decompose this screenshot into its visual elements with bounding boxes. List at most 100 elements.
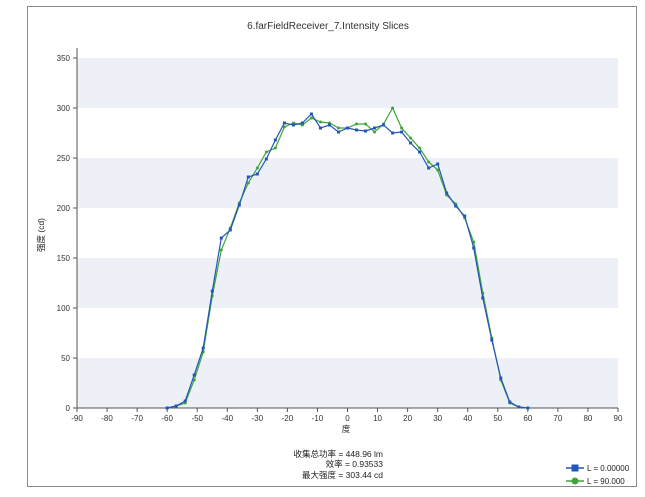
data-point	[418, 146, 422, 150]
x-tick-label: -50	[191, 414, 203, 423]
data-point	[409, 136, 413, 140]
data-point	[309, 116, 313, 120]
data-point	[336, 126, 340, 130]
series-l-0	[165, 112, 530, 410]
data-point	[183, 399, 187, 403]
x-tick-label: 30	[433, 414, 442, 423]
data-point	[291, 123, 295, 127]
data-point	[174, 404, 178, 408]
data-point	[273, 138, 277, 142]
data-point	[454, 204, 458, 208]
data-point	[355, 122, 359, 126]
data-point	[472, 240, 476, 244]
data-point	[373, 130, 377, 134]
legend-marker	[571, 477, 579, 485]
data-point	[508, 400, 512, 404]
data-point	[264, 150, 268, 154]
data-point	[517, 405, 521, 409]
stat-total-power: 收集总功率 = 448.96 lm	[293, 449, 383, 459]
data-point	[526, 406, 530, 410]
data-point	[219, 236, 223, 240]
y-tick-label: 0	[66, 404, 71, 413]
data-point	[373, 126, 377, 130]
grid-band	[77, 58, 618, 108]
data-point	[318, 120, 322, 124]
x-tick-label: -20	[282, 414, 294, 423]
grid-band	[77, 208, 618, 258]
legend: L = 0.00000 L = 90.000	[566, 464, 630, 486]
x-tick-label: 10	[373, 414, 382, 423]
grid-bands	[77, 48, 618, 408]
y-axis-label: 强度 (cd)	[36, 218, 46, 252]
data-point	[445, 191, 449, 195]
data-point	[210, 289, 214, 293]
data-point	[427, 160, 431, 164]
data-point	[382, 123, 386, 127]
y-tick-label: 300	[57, 104, 71, 113]
data-point	[228, 228, 232, 232]
data-point	[300, 121, 304, 125]
grid-band	[77, 158, 618, 208]
data-point	[391, 106, 395, 110]
data-point	[436, 162, 440, 166]
stat-max-intensity: 最大强度 = 303.44 cd	[302, 470, 383, 480]
x-tick-label: 80	[583, 414, 592, 423]
data-point	[346, 126, 349, 130]
data-point	[355, 128, 359, 132]
x-tick-label: -60	[161, 414, 173, 423]
data-point	[436, 168, 440, 172]
grid-band	[77, 108, 618, 158]
data-point	[391, 131, 395, 135]
x-tick-label: -10	[312, 414, 324, 423]
y-tick-label: 100	[57, 304, 71, 313]
series-group	[165, 106, 530, 410]
legend-marker	[571, 464, 579, 472]
stats-block: 收集总功率 = 448.96 lm 效率 = 0.93533 最大强度 = 30…	[293, 449, 383, 480]
data-point	[463, 214, 467, 218]
data-point	[481, 296, 485, 300]
x-tick-label: -30	[252, 414, 264, 423]
data-point	[364, 122, 368, 126]
x-axis-label: 度	[342, 424, 351, 434]
y-axis-ticks: 0 50 100 150 200 250 300 350	[57, 54, 77, 413]
x-tick-label: -90	[71, 414, 83, 423]
chart-frame: 0 50 100 150 200 250 300 350 -90 -80 -70 -60 -50 -40…	[27, 6, 637, 487]
data-point	[192, 378, 196, 382]
data-point	[336, 130, 340, 134]
data-point	[273, 146, 277, 150]
data-point	[165, 406, 169, 410]
x-tick-label: 40	[463, 414, 472, 423]
data-point	[472, 246, 476, 250]
data-point	[309, 112, 313, 116]
x-tick-label: 20	[403, 414, 412, 423]
y-tick-label: 250	[57, 154, 71, 163]
data-point	[427, 166, 431, 170]
x-tick-label: 0	[345, 414, 350, 423]
data-point	[237, 203, 241, 207]
grid-band	[77, 358, 618, 408]
data-point	[219, 248, 223, 252]
legend-label: L = 0.00000	[587, 464, 630, 473]
y-tick-label: 200	[57, 204, 71, 213]
data-point	[364, 129, 368, 133]
data-point	[255, 172, 259, 176]
x-axis-ticks: -90 -80 -70 -60 -50 -40 -30 -20 -10 0 10 20 30 40 50 60…	[71, 408, 623, 423]
data-point	[409, 141, 413, 145]
data-point	[201, 346, 205, 350]
data-point	[282, 121, 286, 125]
data-point	[400, 130, 404, 134]
x-tick-label: -70	[131, 414, 143, 423]
grid-band	[77, 48, 618, 58]
data-point	[418, 150, 422, 154]
grid-band	[77, 258, 618, 308]
data-point	[327, 123, 331, 127]
data-point	[318, 126, 322, 130]
data-point	[400, 126, 404, 130]
x-tick-label: -80	[101, 414, 113, 423]
data-point	[246, 181, 250, 185]
data-point	[192, 373, 196, 377]
stat-efficiency: 效率 = 0.93533	[326, 459, 384, 469]
y-tick-label: 350	[57, 54, 71, 63]
data-point	[264, 157, 268, 161]
